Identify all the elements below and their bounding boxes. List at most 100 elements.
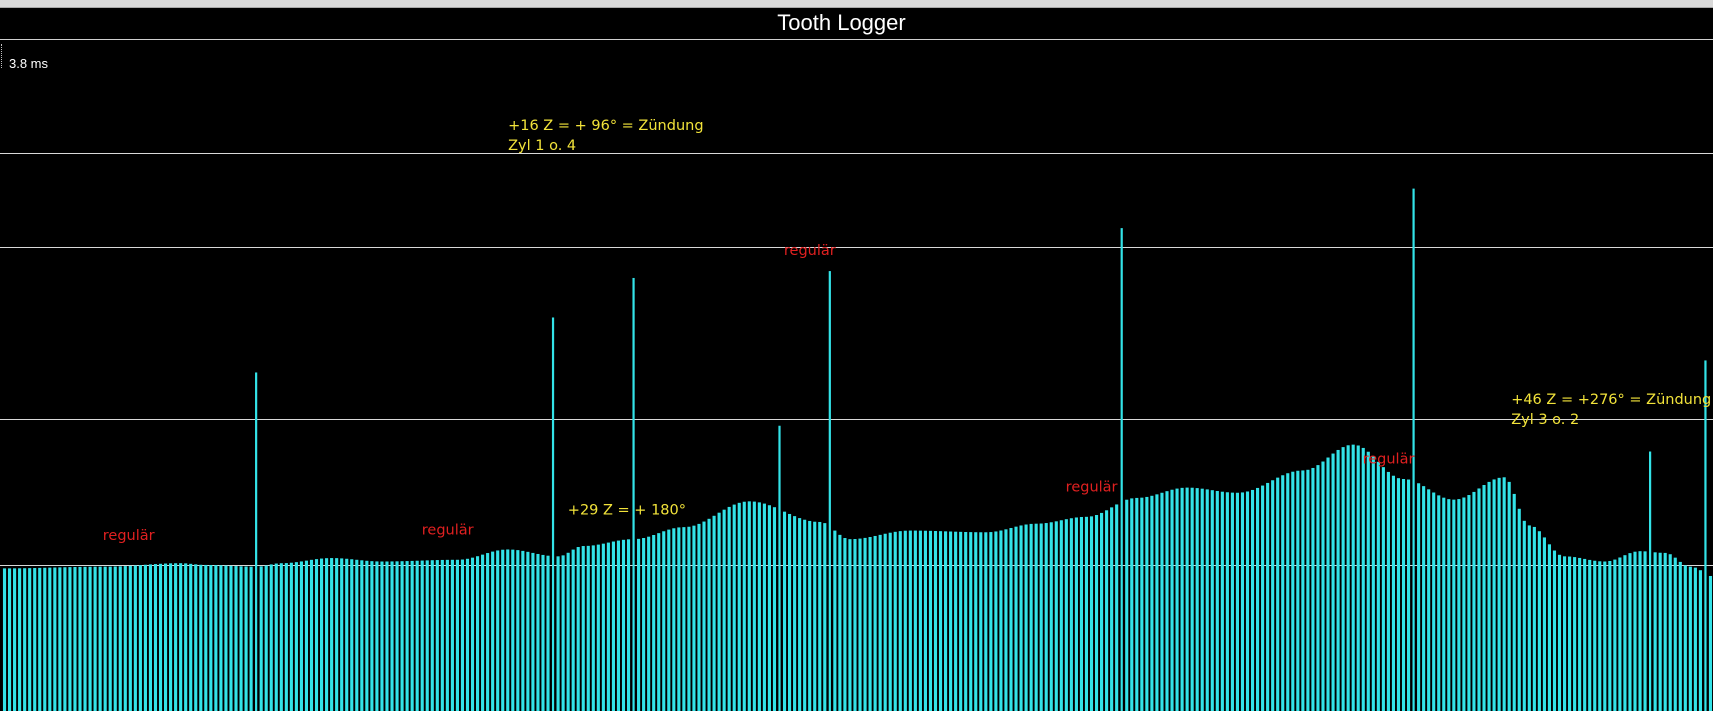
tooth-bar <box>1125 499 1129 711</box>
tooth-bar <box>279 563 283 711</box>
tooth-bar <box>868 537 872 711</box>
tooth-bar <box>284 563 288 711</box>
tooth-bar <box>1562 556 1567 711</box>
tooth-bar <box>642 538 646 711</box>
annotation-regular-label: regulär <box>103 528 155 544</box>
tooth-bar <box>782 511 787 711</box>
tooth-bar <box>1401 479 1406 711</box>
tooth-bar <box>1170 489 1174 711</box>
tooth-bar-gap <box>632 277 635 711</box>
tooth-bar <box>28 568 32 711</box>
tooth-bar <box>1140 497 1144 711</box>
tooth-bar <box>1150 495 1154 711</box>
tooth-bar <box>959 531 963 711</box>
tooth-bar <box>747 501 751 711</box>
tooth-bar <box>1100 512 1104 711</box>
tooth-bar <box>1049 522 1053 711</box>
tooth-bar <box>1583 558 1587 711</box>
tooth-bar <box>1215 490 1219 711</box>
tooth-bar <box>722 509 726 711</box>
tooth-bar <box>531 552 535 711</box>
tooth-bar <box>1029 523 1033 711</box>
tooth-bar <box>1210 490 1214 711</box>
tooth-bar <box>385 561 389 711</box>
tooth-bar <box>1522 520 1526 711</box>
tooth-bar <box>1427 489 1431 711</box>
tooth-bar <box>838 534 842 711</box>
tooth-bar <box>38 567 42 711</box>
tooth-bar <box>93 566 97 711</box>
tooth-bar <box>752 501 756 711</box>
tooth-bar <box>1094 515 1099 711</box>
tooth-bar <box>53 567 57 711</box>
tooth-bar <box>1054 521 1058 711</box>
tooth-bar <box>330 558 334 711</box>
tooth-bar <box>1366 451 1370 711</box>
tooth-bar <box>526 551 530 711</box>
tooth-bar <box>1281 475 1285 711</box>
tooth-bar <box>1623 555 1627 711</box>
annotation-regular-label: regulär <box>422 523 474 539</box>
tooth-bar <box>611 541 615 711</box>
tooth-bar <box>2 568 7 711</box>
tooth-bar <box>128 565 132 711</box>
tooth-bar <box>1603 561 1607 711</box>
tooth-bar <box>148 564 153 711</box>
tooth-bar <box>1306 469 1310 711</box>
tooth-bar <box>621 539 626 711</box>
tooth-bar <box>1240 492 1245 711</box>
tooth-bar <box>1291 471 1295 711</box>
tooth-bar <box>813 521 817 711</box>
tooth-bar <box>1668 554 1672 711</box>
tooth-bar <box>465 558 470 711</box>
tooth-bar <box>767 505 771 711</box>
tooth-bar <box>637 538 641 711</box>
tooth-bar <box>873 535 877 711</box>
tooth-bar <box>863 537 867 711</box>
tooth-bar <box>823 523 827 711</box>
tooth-bar <box>581 546 585 711</box>
tooth-bar <box>1547 544 1552 711</box>
tooth-bar <box>923 530 927 711</box>
tooth-bar <box>928 530 933 711</box>
tooth-bar <box>1502 477 1506 711</box>
tooth-bar <box>309 559 314 711</box>
tooth-bar <box>1266 482 1270 711</box>
tooth-bar <box>1296 470 1300 711</box>
tooth-bar <box>1568 556 1572 711</box>
tooth-bar <box>269 564 273 711</box>
tooth-bar <box>954 531 958 711</box>
tooth-bar <box>184 563 188 711</box>
tooth-bar <box>1618 557 1622 711</box>
tooth-bar <box>1135 497 1139 711</box>
tooth-bar <box>1220 491 1224 711</box>
tooth-bar <box>1165 491 1169 711</box>
annotation-event-label: Zyl 1 o. 4 <box>508 138 576 154</box>
tooth-bar <box>918 530 922 711</box>
tooth-bar <box>1698 570 1702 711</box>
tooth-bar <box>1326 457 1330 711</box>
tooth-bar <box>1517 508 1521 711</box>
tooth-bar <box>360 560 364 711</box>
tooth-bar <box>601 543 605 711</box>
tooth-bar <box>249 566 253 711</box>
tooth-bar <box>204 564 208 711</box>
tooth-bar <box>949 531 953 711</box>
tooth-bar <box>1512 493 1516 711</box>
tooth-bar <box>1361 447 1365 711</box>
tooth-bar <box>481 554 485 711</box>
tooth-bar <box>1422 486 1426 711</box>
title-divider <box>0 39 1713 40</box>
tooth-bar <box>1678 561 1682 711</box>
tooth-bar <box>1074 517 1078 711</box>
tooth-bar <box>48 567 52 711</box>
tooth-bar <box>798 518 802 711</box>
tooth-bar-gap <box>1704 360 1707 711</box>
tooth-bar <box>1406 479 1411 711</box>
tooth-bar <box>1653 552 1657 711</box>
tooth-bar <box>58 567 62 711</box>
tooth-bar <box>400 561 404 711</box>
tooth-bar <box>501 549 505 711</box>
tooth-bar <box>1578 557 1582 711</box>
